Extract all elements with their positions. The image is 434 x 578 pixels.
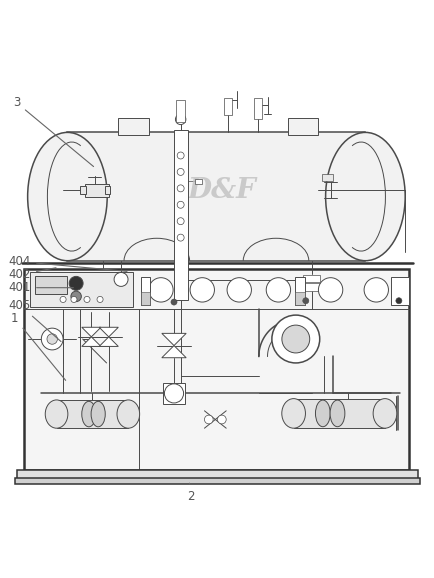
Bar (80, 186, 85, 194)
Circle shape (302, 298, 308, 304)
Circle shape (281, 325, 309, 353)
Circle shape (171, 299, 177, 305)
Ellipse shape (372, 399, 396, 428)
Ellipse shape (315, 400, 329, 427)
Bar (56, 400, 128, 428)
Bar (176, 100, 184, 121)
Circle shape (177, 152, 184, 159)
Ellipse shape (91, 401, 105, 427)
Polygon shape (82, 337, 101, 346)
Ellipse shape (45, 400, 68, 428)
Polygon shape (161, 346, 186, 358)
Bar (67, 132, 365, 261)
Polygon shape (161, 334, 186, 346)
Polygon shape (99, 327, 118, 337)
Circle shape (227, 277, 251, 302)
Circle shape (395, 298, 401, 304)
Text: 3: 3 (13, 97, 93, 166)
Ellipse shape (325, 132, 404, 261)
Ellipse shape (28, 132, 107, 261)
Bar (17, 469, 417, 479)
Circle shape (177, 185, 184, 192)
Circle shape (148, 277, 173, 302)
Bar (287, 118, 318, 135)
Text: D&F: D&F (187, 177, 256, 203)
Circle shape (175, 114, 185, 125)
Circle shape (69, 276, 83, 290)
Polygon shape (82, 327, 101, 337)
Bar (30, 272, 132, 307)
Bar (118, 118, 148, 135)
Circle shape (318, 277, 342, 302)
Bar (105, 186, 110, 194)
Bar (391, 277, 408, 305)
Circle shape (164, 384, 183, 403)
Bar (35, 276, 67, 294)
Ellipse shape (329, 400, 344, 427)
Circle shape (47, 334, 57, 344)
Circle shape (177, 234, 184, 241)
Bar (140, 292, 150, 305)
Circle shape (84, 297, 90, 302)
Ellipse shape (281, 399, 305, 428)
Bar (295, 292, 304, 305)
Circle shape (190, 277, 214, 302)
Bar (302, 283, 320, 291)
Circle shape (71, 297, 77, 302)
Circle shape (363, 277, 388, 302)
Bar (173, 130, 187, 300)
Circle shape (271, 315, 319, 363)
Text: 405: 405 (9, 299, 61, 342)
Circle shape (177, 201, 184, 208)
Circle shape (41, 328, 63, 350)
Circle shape (266, 277, 290, 302)
Text: 402: 402 (9, 268, 56, 281)
Bar (194, 179, 201, 184)
Circle shape (97, 297, 103, 302)
Bar (224, 98, 232, 115)
Text: 404: 404 (9, 255, 127, 271)
Text: 1: 1 (11, 312, 66, 380)
Bar (140, 277, 150, 305)
Ellipse shape (82, 401, 96, 427)
Bar (321, 173, 332, 181)
Bar (302, 275, 320, 283)
Circle shape (177, 168, 184, 175)
Circle shape (217, 415, 226, 424)
Circle shape (177, 218, 184, 225)
Text: 401: 401 (9, 281, 73, 294)
Polygon shape (99, 337, 118, 346)
Circle shape (60, 297, 66, 302)
Bar (163, 383, 184, 404)
Bar (253, 98, 261, 119)
Circle shape (71, 291, 81, 302)
Text: 2: 2 (187, 483, 194, 503)
Bar (15, 478, 419, 484)
Circle shape (114, 272, 128, 286)
Bar (24, 269, 408, 469)
Bar (295, 277, 304, 305)
Bar (293, 399, 384, 428)
Bar (85, 184, 108, 197)
Ellipse shape (117, 400, 139, 428)
Circle shape (204, 415, 213, 424)
